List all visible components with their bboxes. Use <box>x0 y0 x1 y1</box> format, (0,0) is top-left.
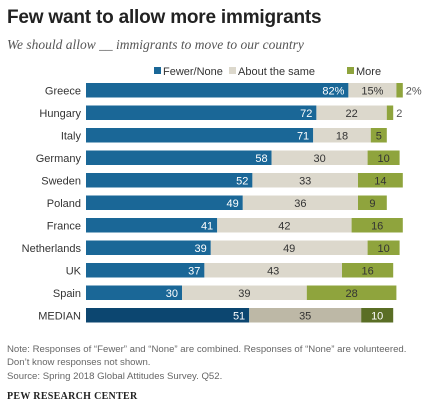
category-label: Greece <box>45 85 81 97</box>
bar-segment <box>86 308 250 323</box>
category-label: MEDIAN <box>38 310 81 322</box>
data-label: 58 <box>255 153 267 165</box>
category-label: UK <box>66 265 82 277</box>
data-label: 36 <box>294 198 306 210</box>
data-label: 37 <box>188 265 200 277</box>
data-label: 49 <box>283 243 295 255</box>
bar-segment <box>367 240 400 255</box>
bar-segment <box>313 128 371 143</box>
data-label: 30 <box>166 288 178 300</box>
bar-segment <box>249 308 362 323</box>
data-label: 41 <box>201 220 213 232</box>
data-label: 35 <box>299 310 311 322</box>
data-label: 71 <box>297 130 309 142</box>
bar-segment <box>86 285 182 300</box>
chart-title: Few want to allow more immigrants <box>7 7 322 28</box>
chart-source: Source: Spring 2018 Global Attitudes Sur… <box>7 371 223 382</box>
bar-segment <box>316 105 387 120</box>
bar-segment <box>361 308 394 323</box>
category-label: Netherlands <box>22 243 82 255</box>
category-label: Hungary <box>39 108 81 120</box>
bar-segment <box>242 195 358 210</box>
data-label: 14 <box>374 175 386 187</box>
bar-segment <box>86 218 218 233</box>
bar-segment <box>86 263 205 278</box>
bar-segment <box>396 83 403 98</box>
legend-swatch-0 <box>154 67 161 74</box>
category-label: Spain <box>53 288 81 300</box>
data-label: 33 <box>299 175 311 187</box>
bar-segment <box>370 128 387 143</box>
data-label: 52 <box>236 175 248 187</box>
data-label: 16 <box>361 265 373 277</box>
chart-note: Note: Responses of “Fewer” and “None” ar… <box>7 344 407 368</box>
bar-segment <box>86 240 211 255</box>
bar-segment <box>86 128 314 143</box>
bar-segment <box>204 263 342 278</box>
category-label: Sweden <box>41 175 81 187</box>
data-label: 72 <box>300 108 312 120</box>
bar-segment <box>271 150 368 165</box>
bar-segment <box>351 218 403 233</box>
bar-segment <box>252 173 358 188</box>
bar-segment <box>86 173 253 188</box>
chart-subtitle: We should allow __ immigrants to move to… <box>7 37 304 52</box>
data-label: 15% <box>361 85 383 97</box>
legend-label-0: Fewer/None <box>163 66 223 78</box>
data-label: 82% <box>322 85 344 97</box>
bar-segment <box>86 105 317 120</box>
bar-segment <box>306 285 397 300</box>
bar-segment <box>367 150 400 165</box>
data-label: 5 <box>376 130 382 142</box>
bar-segment <box>386 105 394 120</box>
bar-segment <box>342 263 394 278</box>
data-label: 2% <box>406 85 422 97</box>
category-label: Germany <box>36 153 82 165</box>
data-label: 51 <box>233 310 245 322</box>
data-label: 39 <box>195 243 207 255</box>
bar-segment <box>348 83 397 98</box>
stacked-bar-chart: Fewer/None About the same More Greece 82% 15%… <box>22 66 422 323</box>
legend-swatch-2 <box>347 67 354 74</box>
data-label: 10 <box>377 243 389 255</box>
data-label: 42 <box>278 220 290 232</box>
data-label: 2 <box>396 108 402 120</box>
bar-segment <box>182 285 307 300</box>
legend-label-1: About the same <box>238 66 315 78</box>
data-label: 39 <box>238 288 250 300</box>
data-label: 22 <box>345 108 357 120</box>
bar-segment <box>358 173 403 188</box>
data-label: 16 <box>371 220 383 232</box>
category-label: Italy <box>61 130 82 142</box>
bar-segment <box>86 83 349 98</box>
brand-logo-text: PEW RESEARCH CENTER <box>7 391 138 402</box>
data-label: 10 <box>377 153 389 165</box>
data-label: 43 <box>267 265 279 277</box>
legend-label-2: More <box>356 66 381 78</box>
bar-segment <box>86 150 272 165</box>
bar-segment <box>86 195 243 210</box>
category-label: Poland <box>47 198 81 210</box>
data-label: 49 <box>227 198 239 210</box>
data-label: 9 <box>369 198 375 210</box>
legend-swatch-1 <box>229 67 236 74</box>
category-label: France <box>47 220 81 232</box>
bar-segment <box>210 240 368 255</box>
bar-segment <box>217 218 352 233</box>
bar-segment <box>358 195 387 210</box>
data-label: 18 <box>336 130 348 142</box>
data-label: 30 <box>313 153 325 165</box>
data-label: 10 <box>371 310 383 322</box>
data-label: 28 <box>345 288 357 300</box>
